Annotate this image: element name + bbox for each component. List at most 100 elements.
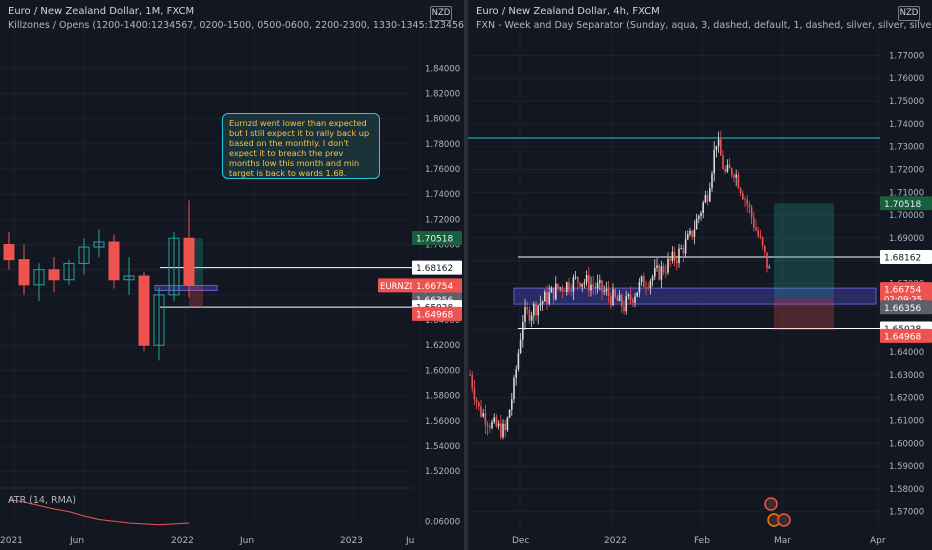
demand-zone <box>154 284 218 291</box>
candle-body <box>515 369 517 378</box>
candle-body <box>552 287 555 300</box>
4h-chart[interactable]: 1.77000 1.76000 1.75000 1.74000 1.73000 1.720… <box>468 0 932 550</box>
candle-body <box>665 272 667 274</box>
candle-body <box>673 251 676 262</box>
candle-body <box>579 282 581 287</box>
candle-body <box>618 294 621 302</box>
separator-indicator-label[interactable]: FXN - Week and Day Separator (Sunday, aq… <box>476 20 932 31</box>
candle-body <box>746 199 748 205</box>
candle-body <box>621 294 623 307</box>
candle-body <box>18 259 30 286</box>
y-tick-label: 1.62000 <box>425 341 460 351</box>
killzones-indicator-label[interactable]: Killzones / Opens (1200-1400:1234567, 02… <box>8 20 464 31</box>
annotation-note[interactable]: Eurnzd went lower than expected but I st… <box>222 113 380 179</box>
position-target-area <box>774 203 834 299</box>
y-tick-label: 1.54000 <box>425 442 460 452</box>
price-tag: 1.68162 <box>416 264 453 274</box>
candle-body <box>632 299 634 303</box>
candle-body <box>544 291 546 302</box>
price-tag: 1.64968 <box>416 310 453 320</box>
candle-body <box>728 164 731 169</box>
y-tick-label: 1.77000 <box>889 51 924 61</box>
candle-body <box>640 276 643 283</box>
candle-body <box>695 218 698 230</box>
candle-body <box>636 292 638 297</box>
y-tick-label: 1.63000 <box>889 371 924 381</box>
price-tag: 1.66754 <box>416 282 453 292</box>
candle-body <box>539 303 542 306</box>
y-tick-label: 1.70000 <box>889 211 924 221</box>
x-tick-label: 2023 <box>340 536 363 546</box>
candle-body <box>502 423 504 438</box>
candle-body <box>715 145 718 150</box>
candle-body <box>722 155 724 169</box>
candle-body <box>680 248 682 249</box>
candle-body <box>704 195 707 203</box>
monthly-chart-pane[interactable]: 1.84000 1.82000 1.80000 1.78000 1.76000 1.740… <box>0 0 464 550</box>
y-tick-label: 1.72000 <box>425 215 460 225</box>
candle-body <box>713 149 715 174</box>
candle-body <box>583 282 586 284</box>
candle-body <box>656 265 658 268</box>
price-tag: 1.66754 <box>884 286 921 296</box>
candle-body <box>594 286 597 289</box>
candle-body <box>153 294 165 346</box>
y-tick-label: 1.61000 <box>889 416 924 426</box>
price-tag: 1.70518 <box>884 200 921 210</box>
x-tick-label: Jun <box>69 536 84 546</box>
candle-body <box>629 294 632 300</box>
candle-body <box>519 339 522 353</box>
x-tick-label: Dec <box>512 536 529 546</box>
price-tag-bg <box>412 231 462 246</box>
x-tick-label: 2021 <box>0 536 23 546</box>
y-tick-label: 1.69000 <box>889 234 924 244</box>
monthly-chart[interactable]: 1.84000 1.82000 1.80000 1.78000 1.76000 1.740… <box>0 0 464 550</box>
candle-body <box>731 168 733 176</box>
candle-body <box>647 287 649 289</box>
candle-body <box>541 301 544 304</box>
pane-divider[interactable] <box>464 0 468 550</box>
candle-body <box>737 174 740 189</box>
candle-body <box>660 266 663 280</box>
candle-body <box>717 139 720 146</box>
candle-body <box>733 175 735 178</box>
y-tick-label: 1.56000 <box>425 417 460 427</box>
candle-body <box>482 413 484 417</box>
candle-body <box>671 251 674 261</box>
candle-body <box>726 164 729 172</box>
candle-body <box>724 168 726 172</box>
candle-body <box>533 303 535 316</box>
candle-body <box>750 207 753 218</box>
candle-body <box>706 195 709 202</box>
candle-body <box>508 409 511 418</box>
candle-body <box>689 230 691 235</box>
y-tick-label: 1.78000 <box>425 140 460 150</box>
candle-body <box>612 289 614 305</box>
candle-body <box>504 423 506 431</box>
candle-body <box>530 315 533 321</box>
4h-chart-pane[interactable]: 1.77000 1.76000 1.75000 1.74000 1.73000 1.720… <box>468 0 932 550</box>
candle-body <box>493 417 495 422</box>
currency-badge[interactable]: NZD <box>430 6 452 21</box>
candle-body <box>138 275 150 346</box>
candle-body <box>766 252 768 269</box>
price-tag-bg <box>880 328 932 343</box>
candle-body <box>649 280 652 288</box>
candle-body <box>566 282 568 293</box>
candle-body <box>577 276 579 283</box>
candle-body <box>524 307 526 322</box>
atr-indicator-label[interactable]: ATR (14, RMA) <box>8 495 77 506</box>
candle-body <box>761 237 764 246</box>
y-tick-label: 1.60000 <box>889 439 924 449</box>
candle-body <box>596 282 599 289</box>
candle-body <box>489 426 491 429</box>
candle-body <box>687 234 689 240</box>
candle-body <box>753 217 755 228</box>
y-tick-label: 1.75000 <box>889 97 924 107</box>
currency-badge[interactable]: NZD <box>898 6 920 21</box>
candle-body <box>572 277 575 292</box>
candle-body <box>645 287 647 288</box>
candle-body <box>550 287 553 293</box>
y-tick-label: 1.72000 <box>889 165 924 175</box>
candle-body <box>528 309 531 321</box>
